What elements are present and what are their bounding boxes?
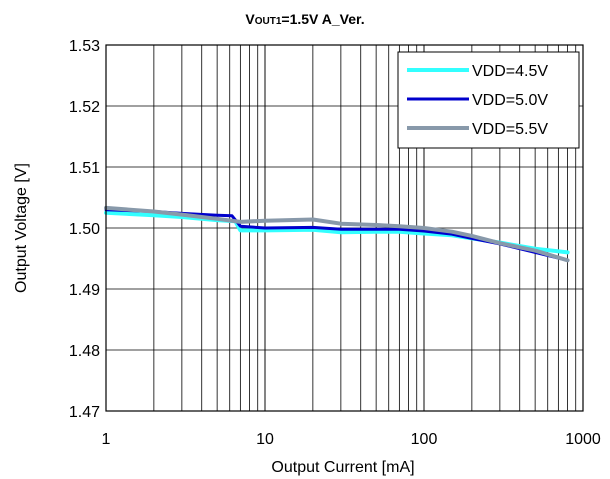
legend-label: VDD=4.5V <box>472 63 548 80</box>
y-tick-label: 1.53 <box>69 38 100 55</box>
y-tick-label: 1.49 <box>69 282 100 299</box>
y-tick-label: 1.51 <box>69 160 100 177</box>
chart-title-main: V <box>245 11 255 27</box>
chart-title-rest: =1.5V A_Ver. <box>281 11 364 27</box>
y-tick-label: 1.52 <box>69 99 100 116</box>
x-tick-label: 1000 <box>565 431 601 448</box>
series-line-vdd-5-5v <box>104 205 570 263</box>
chart-title: VOUT1=1.5V A_Ver. <box>245 11 364 27</box>
y-tick-label: 1.50 <box>69 221 100 238</box>
y-axis-label: Output Voltage [V] <box>13 163 30 293</box>
plot-area <box>105 44 584 412</box>
y-tick-label: 1.47 <box>69 404 100 421</box>
legend-label: VDD=5.5V <box>472 121 548 138</box>
y-axis-ticks: 1.53 1.52 1.51 1.50 1.49 1.48 1.47 <box>69 38 100 421</box>
x-tick-label: 10 <box>256 431 274 448</box>
x-axis-label: Output Current [mA] <box>271 459 414 476</box>
series-layer <box>104 205 570 263</box>
x-axis-ticks: 1 10 100 1000 <box>102 431 601 448</box>
x-tick-label: 1 <box>102 431 111 448</box>
series-line-vdd-4-5v <box>104 210 570 255</box>
x-tick-label: 100 <box>411 431 438 448</box>
chart-title-subscript: OUT1 <box>255 16 282 27</box>
legend: VDD=4.5V VDD=5.0V VDD=5.5V <box>397 51 580 149</box>
legend-label: VDD=5.0V <box>472 92 548 109</box>
y-tick-label: 1.48 <box>69 343 100 360</box>
